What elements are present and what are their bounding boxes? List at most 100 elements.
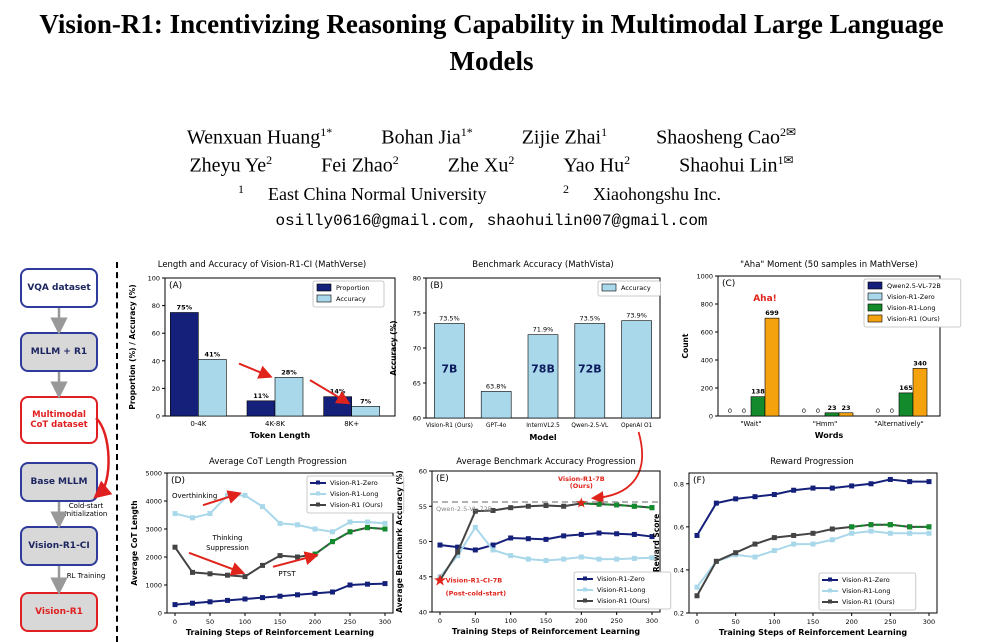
trend-arrow [238,362,273,379]
y-tick-label: 55 [419,503,427,511]
legend-swatch [316,283,332,292]
y-axis-label: Accuracy (%) [389,320,398,375]
data-point [713,500,719,506]
legend-label: Vision-R1-Long [887,304,935,312]
y-axis-label: Count [681,333,690,358]
data-point [887,476,893,482]
affiliations: 1 East China Normal University 2 Xiaohongs… [0,182,983,205]
data-point [694,532,700,538]
legend-box [573,571,672,610]
data-point [631,531,637,537]
x-tick-label: "Hmm" [813,420,838,428]
emails: osilly0616@gmail.com, shaohuilin007@gmai… [275,212,708,230]
trend-arrow [272,551,319,568]
data-point [614,531,620,537]
bar [912,368,928,417]
bar-label: 23 [827,404,836,412]
divider [116,262,118,642]
annotation: Overthinking [172,492,217,500]
x-tick-label: 250 [610,617,622,625]
data-point [242,574,248,580]
data-point [365,581,370,587]
data-point [347,519,353,525]
authors-row-2: Zheyu Ye2 Fei Zhao2 Zhe Xu2 Yao Hu2 Shao… [0,153,983,178]
bar [764,317,780,417]
data-point [791,532,797,538]
data-point [382,526,388,532]
x-tick-label: 100 [239,618,251,626]
author: Wenxuan Huang1* [186,125,333,149]
legend-label: Accuracy [336,295,366,303]
legend-label: Vision-R1-Long [330,490,378,498]
y-tick-label: 20 [152,385,160,393]
bar-label: 0 [876,407,880,415]
data-point [561,533,567,539]
y-tick-label: 50 [419,538,427,546]
author: Yao Hu2 [563,153,631,177]
data-point [242,596,248,602]
data-point [437,542,443,548]
y-tick-label: 3000 [145,526,162,534]
data-point [260,595,265,601]
bar-label: 0 [890,407,894,415]
chart-title: "Aha" Moment (50 samples in MathVerse) [740,260,918,270]
x-tick-label: 0 [695,618,699,626]
legend-label: Vision-R1-Long [842,587,890,595]
data-point [849,524,855,530]
legend-marker [316,491,320,496]
y-tick-label: 200 [701,385,713,393]
chart-c: "Aha" Moment (50 samples in MathVerse) (C… [681,260,962,440]
data-point [868,522,874,528]
y-tick-label: 70 [413,345,421,353]
bar-label: 23 [841,404,850,412]
data-point [365,525,370,531]
data-point [733,496,739,502]
author: Shaosheng Cao2✉ [656,125,797,149]
data-point [614,556,620,562]
data-point [810,485,816,491]
data-point [525,556,531,562]
data-point [578,500,584,506]
bar [198,359,227,417]
legend-label: Vision-R1 (Ours) [330,501,383,509]
data-point [242,492,248,498]
data-point [907,479,913,485]
data-point [525,503,531,509]
legend-label: Proportion [336,284,370,292]
data-point [926,530,932,536]
bar [323,396,352,417]
bar-label: 699 [765,309,779,317]
data-point [277,553,283,559]
data-point [347,582,353,588]
x-axis-label: Token Length [250,431,311,440]
legend-swatch [601,283,617,292]
paper-title: Vision-R1: Incentivizing Reasoning Capab… [0,6,983,80]
y-tick-label: 5000 [145,470,162,478]
x-axis-label: Training Steps of Reinforcement Learning [452,627,641,636]
bar [621,320,652,419]
legend-marker [316,502,320,507]
legend-box [306,475,405,514]
x-tick-label: 0 [173,618,177,626]
reference-label: Qwen-2.5-VL-72B [436,505,492,513]
data-point [277,593,283,599]
legend-marker [316,480,320,485]
x-tick-label: 50 [206,618,214,626]
data-point [829,485,835,491]
y-tick-label: 40 [419,609,427,617]
chart-title: Length and Accuracy of Vision-R1-CI (Mat… [158,260,367,270]
y-tick-label: 0 [709,413,713,421]
bar-label: 71.9% [533,326,554,334]
x-tick-label: InternVL2.5 [526,423,560,429]
annotation: Suppression [206,544,249,552]
marker-label: (Ours) [570,482,593,490]
data-point [868,481,874,487]
data-point [172,544,178,550]
data-point [926,479,932,485]
y-tick-label: 80 [152,302,160,310]
data-point [926,524,932,530]
legend-swatch [316,294,332,303]
author: Zijie Zhai1 [521,125,608,149]
data-point [382,520,388,526]
data-point [543,558,549,564]
